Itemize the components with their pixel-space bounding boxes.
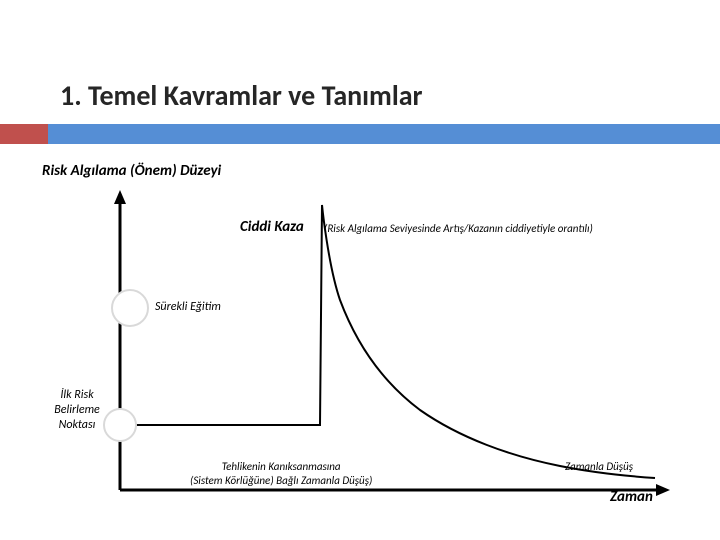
label-surekli-egitim: Sürekli Eğitim xyxy=(155,300,221,314)
risk-chart xyxy=(0,0,720,540)
label-line: İlk Risk xyxy=(42,388,112,403)
label-ciddi-kaza: Ciddi Kaza xyxy=(240,218,304,236)
y-axis-arrow xyxy=(114,190,126,204)
label-line: (Sistem Körlüğüne) Bağlı Zamanla Düşüş) xyxy=(190,474,372,488)
label-zamanla-dusus: Zamanla Düşüş xyxy=(565,460,633,473)
label-line: Noktası xyxy=(42,418,112,433)
label-line: Tehlikenin Kanıksanmasına xyxy=(190,460,372,474)
slide: 1. Temel Kavramlar ve Tanımlar Risk Algı… xyxy=(0,0,720,540)
marker-surekli xyxy=(112,290,148,326)
label-line: Belirleme xyxy=(42,403,112,418)
label-ilk-risk: İlk Risk Belirleme Noktası xyxy=(42,388,112,433)
risk-curve xyxy=(120,205,655,478)
label-ciddi-desc: (Risk Algılama Seviyesinde Artış/Kazanın… xyxy=(324,222,593,235)
label-zaman: Zaman xyxy=(610,488,653,506)
x-axis-arrow xyxy=(656,484,670,496)
label-tehlikenin: Tehlikenin Kanıksanmasına (Sistem Körlüğ… xyxy=(190,460,372,488)
